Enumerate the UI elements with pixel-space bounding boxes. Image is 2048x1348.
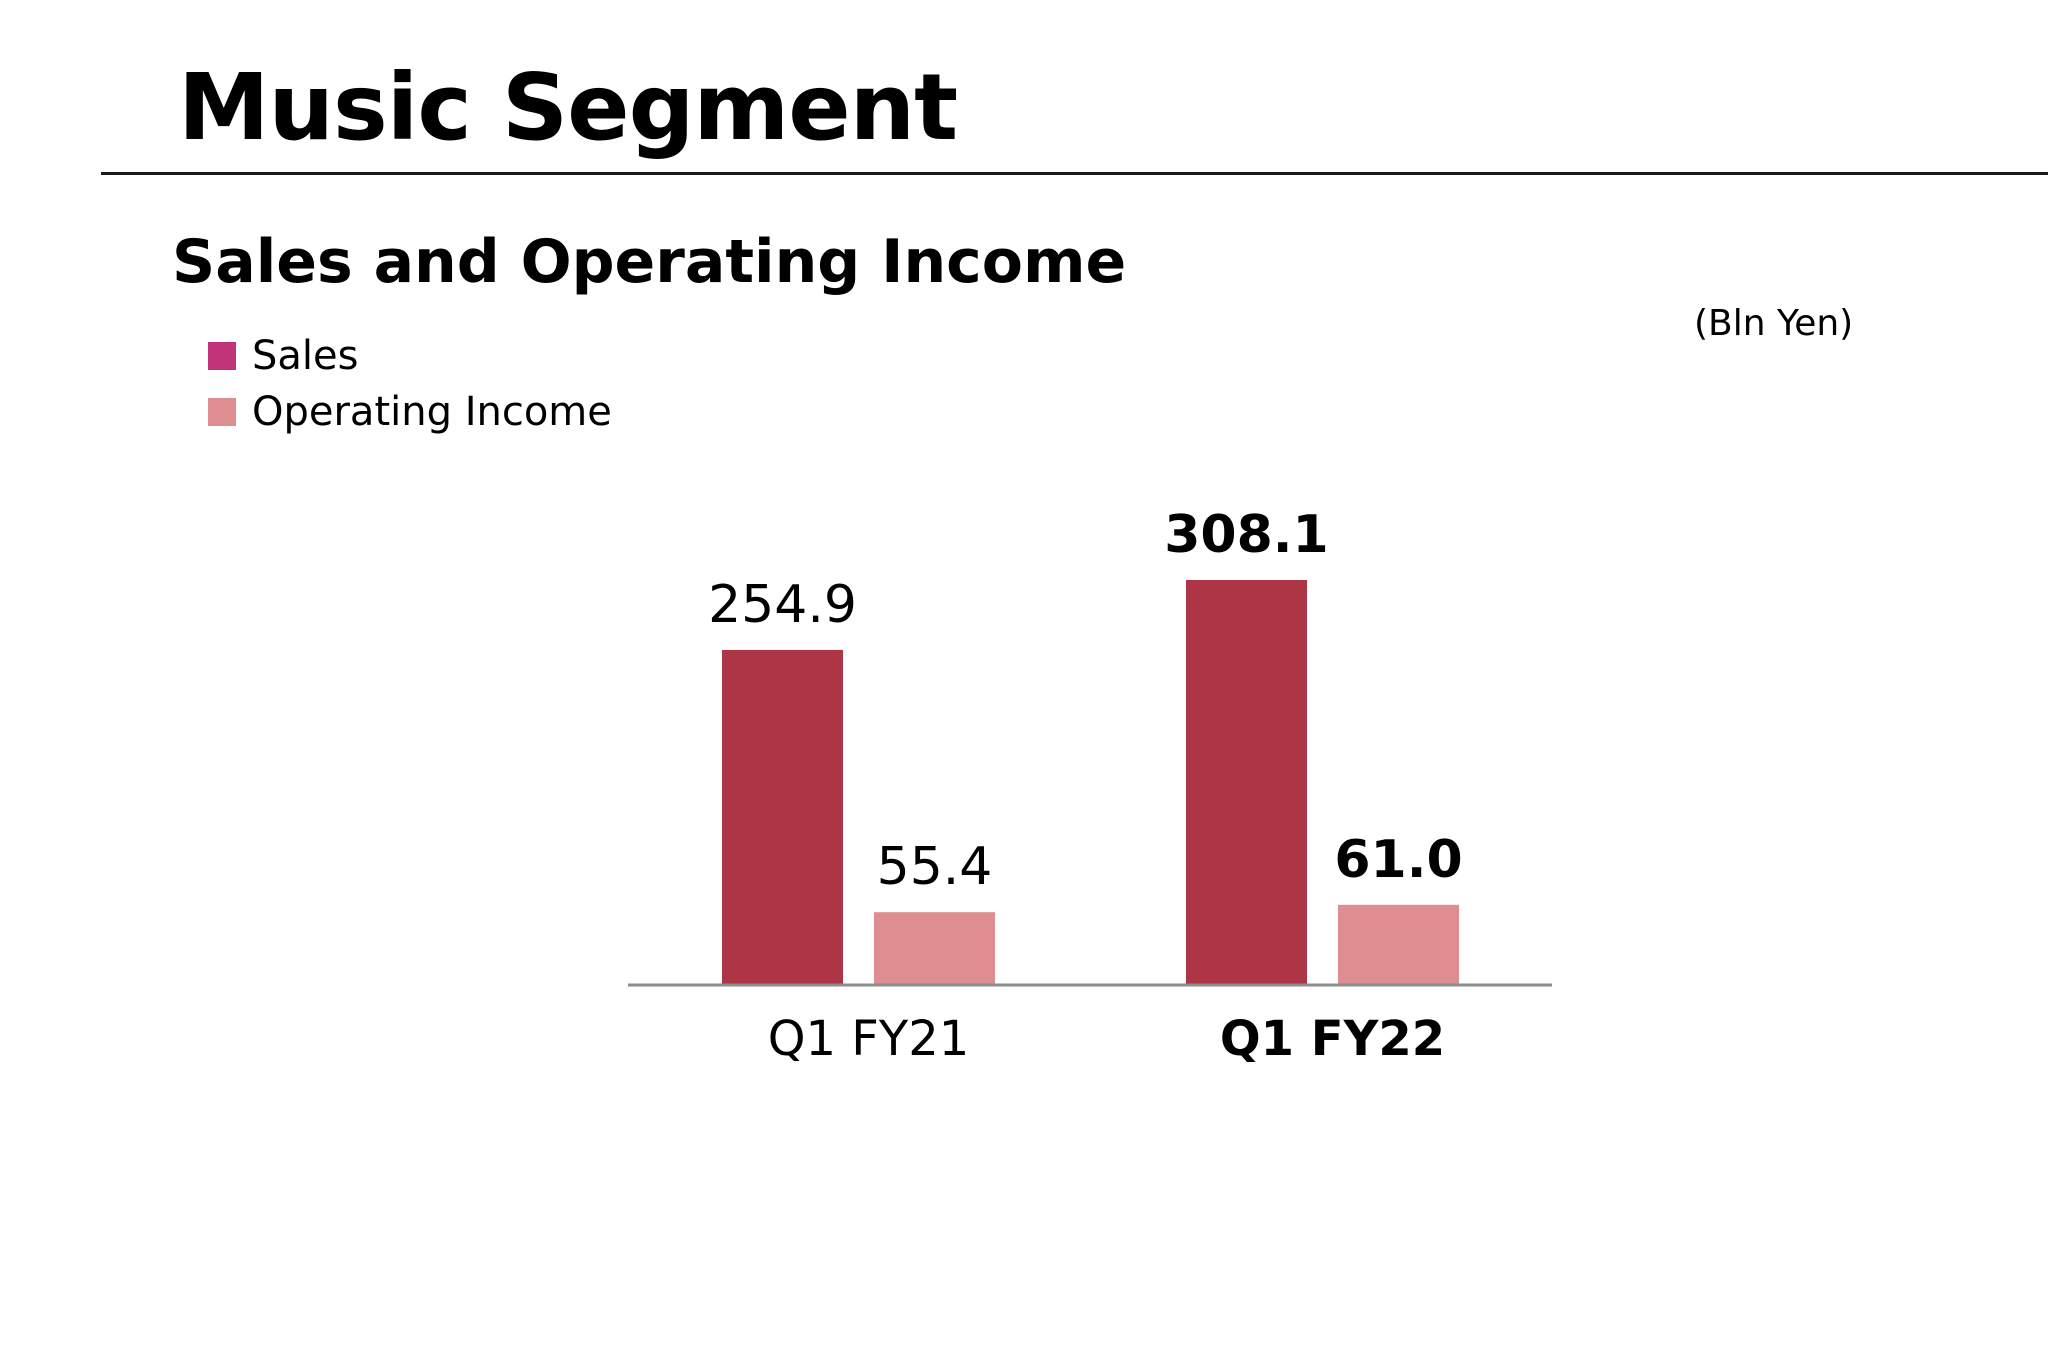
x-tick-label-q1-fy22: Q1 FY22 <box>1220 1011 1445 1067</box>
data-label-sales-q1-fy22: 308.1 <box>1164 505 1328 565</box>
legend-item-sales: Sales <box>208 328 612 384</box>
bar-operating-income-q1-fy21 <box>874 912 995 985</box>
data-label-operating-income-q1-fy21: 55.4 <box>877 837 993 897</box>
legend-item-operating-income: Operating Income <box>208 384 612 440</box>
legend-label-sales: Sales <box>252 333 359 379</box>
unit-label: (Bln Yen) <box>1694 303 1854 344</box>
legend-label-operating-income: Operating Income <box>252 389 612 435</box>
bar-sales-q1-fy22 <box>1186 580 1307 985</box>
page-title: Music Segment <box>178 54 958 161</box>
x-tick-label-q1-fy21: Q1 FY21 <box>768 1011 970 1067</box>
legend-swatch-sales <box>208 342 236 370</box>
data-label-operating-income-q1-fy22: 61.0 <box>1334 830 1462 890</box>
chart-title: Sales and Operating Income <box>172 227 1127 297</box>
data-label-sales-q1-fy21: 254.9 <box>708 575 857 635</box>
legend-swatch-operating-income <box>208 398 236 426</box>
bar-operating-income-q1-fy22 <box>1338 904 1459 985</box>
title-divider <box>101 172 2048 175</box>
bar-sales-q1-fy21 <box>722 649 843 985</box>
chart-legend: Sales Operating Income <box>208 328 612 440</box>
